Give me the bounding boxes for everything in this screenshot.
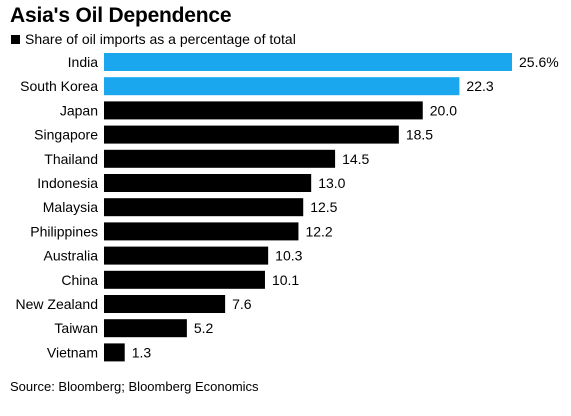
bar-vietnam: [104, 343, 125, 362]
category-label: Thailand: [44, 151, 98, 167]
bar-thailand: [104, 149, 336, 168]
value-label: 7.6: [232, 296, 252, 312]
category-label: Indonesia: [37, 175, 98, 191]
category-label: Taiwan: [54, 320, 98, 336]
value-label: 10.3: [275, 248, 302, 264]
category-label: China: [61, 272, 98, 288]
value-label: 14.5: [342, 151, 369, 167]
category-label: India: [68, 54, 99, 70]
value-label: 5.2: [194, 320, 214, 336]
bar-japan: [104, 101, 423, 120]
bar-australia: [104, 246, 269, 265]
bar-singapore: [104, 125, 399, 144]
source-note: Source: Bloomberg; Bloomberg Economics: [10, 379, 259, 394]
value-label: 12.2: [305, 223, 332, 239]
value-label: 1.3: [132, 344, 152, 360]
category-label: Singapore: [34, 127, 98, 143]
value-label: 18.5: [406, 127, 433, 143]
value-label: 13.0: [318, 175, 345, 191]
bar-malaysia: [104, 198, 304, 217]
legend-label: Share of oil imports as a percentage of …: [25, 31, 296, 47]
bar-south-korea: [104, 77, 460, 96]
legend-swatch: [11, 34, 20, 44]
category-label: Japan: [60, 102, 98, 118]
category-label: Vietnam: [47, 344, 98, 360]
value-label: 12.5: [310, 199, 337, 215]
category-label: South Korea: [20, 78, 98, 94]
value-label: 10.1: [272, 272, 299, 288]
category-label: New Zealand: [16, 296, 99, 312]
category-label: Malaysia: [43, 199, 98, 215]
category-label: Australia: [44, 248, 99, 264]
bar-philippines: [104, 222, 299, 241]
bar-china: [104, 270, 265, 289]
category-label: Philippines: [30, 223, 98, 239]
bar-taiwan: [104, 319, 187, 338]
value-label: 20.0: [430, 102, 457, 118]
legend: Share of oil imports as a percentage of …: [10, 31, 296, 47]
value-label: 22.3: [466, 78, 493, 94]
bar-indonesia: [104, 174, 312, 192]
bar-chart: India 25.6% South Korea 22.3 Japan 20.0 Singap…: [16, 53, 559, 362]
bar-india: [104, 53, 512, 71]
value-label: 25.6%: [519, 54, 559, 70]
chart-title: Asia's Oil Dependence: [10, 4, 232, 27]
bar-new-zealand: [104, 295, 226, 313]
